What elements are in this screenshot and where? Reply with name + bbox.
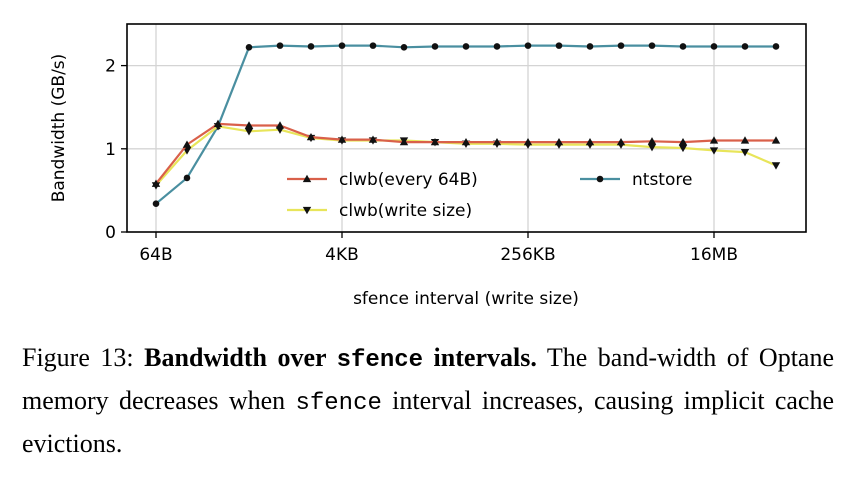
- point-clwb-every-64b-64KB: [461, 137, 471, 146]
- point-ntstore-2MB: [617, 42, 625, 49]
- legend-marker-clwb-every-64b: [302, 174, 312, 183]
- legend-marker-clwb-write-size: [302, 206, 312, 215]
- caption-body-1: The band-width of Optane memory decrease…: [22, 343, 834, 415]
- caption-body-2: interval increases, causing implicit cac…: [22, 386, 835, 458]
- x-tick-label-16MB: 16MB: [690, 245, 738, 265]
- plot-frame: [126, 23, 807, 233]
- x-tick-label-64B: 64B: [139, 245, 172, 265]
- plot-background: [127, 24, 806, 232]
- x-axis-label: sfence interval (write size): [353, 289, 579, 309]
- legend-label-ntstore: ntstore: [632, 170, 692, 190]
- point-ntstore-64KB: [462, 43, 470, 50]
- point-clwb-every-64b-16MB: [709, 136, 719, 144]
- y-tick-label-1: 1: [105, 140, 116, 160]
- point-ntstore-64MB: [772, 43, 780, 50]
- plot-area: 64B 4KB 256KB 16MB 0 1 2: [105, 23, 807, 265]
- point-clwb-write-size-4MB: [647, 143, 657, 152]
- point-clwb-every-64b-16KB: [399, 137, 409, 146]
- point-ntstore-8MB: [679, 43, 687, 50]
- legend-entry-clwb-write-size: clwb(write size): [287, 201, 472, 221]
- point-ntstore-32MB: [741, 43, 749, 50]
- legend-marker-ntstore: [596, 175, 604, 183]
- point-ntstore-1KB: [276, 42, 284, 49]
- point-ntstore-512B: [245, 43, 253, 51]
- legend: clwb(every 64B) clwb(write size) ntstore: [287, 170, 692, 221]
- point-clwb-write-size-32MB: [740, 148, 750, 157]
- point-clwb-every-64b-512KB: [554, 137, 564, 146]
- caption-title-pre: Bandwidth over: [144, 343, 337, 372]
- point-clwb-every-64b-512B: [244, 121, 254, 129]
- point-clwb-every-64b-1KB: [275, 121, 285, 129]
- point-clwb-write-size-8MB: [678, 144, 688, 153]
- bandwidth-chart: 64B 4KB 256KB 16MB 0 1 2 sfence interval (wri…: [49, 23, 807, 309]
- x-tick-label-4KB: 4KB: [325, 245, 359, 265]
- point-clwb-every-64b-4KB: [337, 135, 347, 143]
- point-clwb-every-64b-4MB: [647, 137, 657, 145]
- point-ntstore-16MB: [710, 43, 718, 50]
- point-clwb-write-size-64MB: [771, 162, 781, 170]
- point-clwb-every-64b-64MB: [771, 136, 781, 144]
- point-clwb-write-size-16MB: [709, 147, 719, 155]
- point-clwb-every-64b-2MB: [616, 137, 626, 146]
- point-clwb-every-64b-256B: [213, 119, 223, 127]
- point-clwb-every-64b-8KB: [368, 135, 378, 143]
- figure-caption: Figure 13: Bandwidth over sfence interva…: [22, 338, 834, 464]
- point-ntstore-2KB: [307, 43, 315, 50]
- figure-label: Figure 13:: [22, 343, 134, 372]
- point-clwb-every-64b-128B: [182, 140, 192, 148]
- point-clwb-every-64b-32MB: [740, 136, 750, 144]
- point-ntstore-256KB: [524, 42, 532, 49]
- y-axis-label: Bandwidth (GB/s): [49, 54, 69, 203]
- x-tick-label-256KB: 256KB: [500, 245, 555, 265]
- point-clwb-every-64b-8MB: [678, 137, 688, 146]
- y-tick-label-0: 0: [105, 223, 116, 243]
- point-clwb-every-64b-1MB: [585, 137, 595, 146]
- point-ntstore-128B: [183, 174, 191, 182]
- point-ntstore-32KB: [431, 43, 439, 50]
- legend-entry-ntstore: ntstore: [580, 170, 692, 190]
- point-ntstore-16KB: [400, 43, 408, 51]
- point-clwb-write-size-128B: [182, 147, 192, 155]
- point-ntstore-4KB: [338, 42, 346, 49]
- caption-title-post: intervals.: [423, 343, 537, 372]
- legend-label-clwb-every-64b: clwb(every 64B): [339, 170, 478, 190]
- point-ntstore-1MB: [586, 43, 594, 50]
- caption-body-code: sfence: [295, 390, 382, 417]
- point-ntstore-4MB: [648, 42, 656, 49]
- point-clwb-every-64b-2KB: [306, 132, 316, 141]
- point-ntstore-512KB: [555, 42, 563, 49]
- legend-label-clwb-write-size: clwb(write size): [339, 201, 472, 221]
- x-axis-ticks: 64B 4KB 256KB 16MB: [139, 232, 738, 265]
- series-layer: [151, 42, 781, 208]
- point-ntstore-64B: [152, 200, 160, 208]
- point-clwb-every-64b-128KB: [492, 137, 502, 146]
- y-axis-ticks: 0 1 2: [105, 57, 127, 243]
- point-clwb-every-64b-256KB: [523, 137, 533, 146]
- series-clwb-every-64b: [151, 119, 781, 187]
- point-clwb-every-64b-32KB: [430, 137, 440, 146]
- point-clwb-write-size-512B: [244, 128, 254, 136]
- caption-title-code: sfence: [336, 347, 424, 374]
- legend-entry-clwb-every-64b: clwb(every 64B): [287, 170, 478, 190]
- y-tick-label-2: 2: [105, 57, 116, 77]
- caption-title: Bandwidth over sfence intervals.: [144, 343, 537, 374]
- point-ntstore-8KB: [369, 42, 377, 49]
- point-clwb-every-64b-64B: [151, 179, 161, 187]
- point-ntstore-128KB: [493, 43, 501, 50]
